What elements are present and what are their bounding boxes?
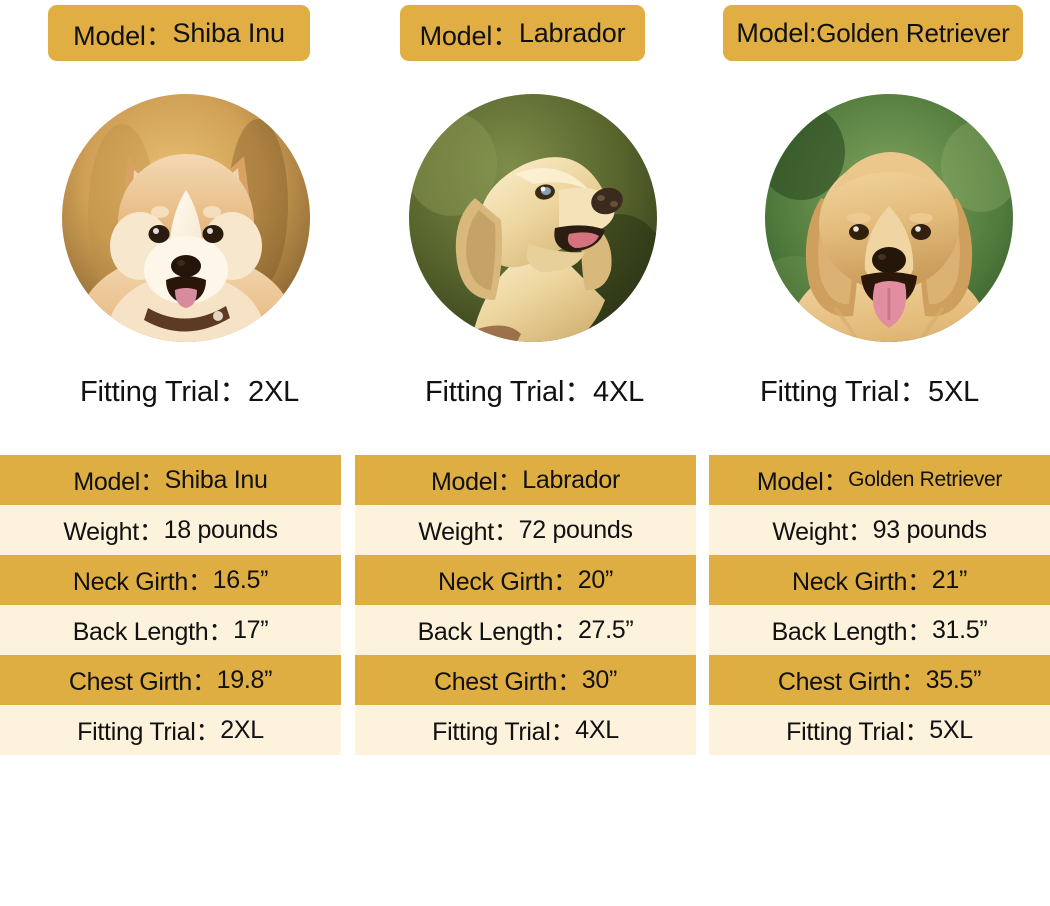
row-value: 19.8” bbox=[216, 665, 273, 694]
row-label: Chest Girth： bbox=[68, 668, 217, 696]
row-label: Back Length： bbox=[771, 618, 933, 646]
table-row: Back Length： 31.5” bbox=[709, 605, 1050, 655]
row-value: Shiba Inu bbox=[164, 465, 268, 494]
spec-table-golden-retriever: Model： Golden Retriever Weight： 93 pound… bbox=[709, 455, 1050, 755]
dog-photo-row bbox=[0, 94, 1050, 346]
row-value: 21” bbox=[931, 565, 968, 594]
table-row: Neck Girth： 16.5” bbox=[0, 555, 341, 605]
row-value: Golden Retriever bbox=[848, 468, 1003, 491]
fitting-trial-caption-shiba-inu: Fitting Trial：2XL bbox=[80, 368, 299, 410]
table-row: Weight： 18 pounds bbox=[0, 505, 341, 555]
row-value: 30” bbox=[581, 665, 618, 694]
table-row: Model： Shiba Inu bbox=[0, 455, 341, 505]
row-label: Chest Girth： bbox=[433, 668, 582, 696]
row-value: 72 pounds bbox=[518, 515, 633, 544]
row-label: Fitting Trial： bbox=[77, 718, 221, 746]
badge-value: Shiba Inu bbox=[172, 17, 285, 48]
caption-value: 2XL bbox=[248, 376, 300, 408]
row-label: Model： bbox=[431, 468, 523, 496]
table-row: Chest Girth： 30” bbox=[355, 655, 696, 705]
table-row: Back Length： 17” bbox=[0, 605, 341, 655]
table-row: Model： Labrador bbox=[355, 455, 696, 505]
row-label: Weight： bbox=[418, 518, 519, 546]
row-label: Neck Girth： bbox=[437, 568, 578, 596]
model-badge-golden-retriever: Model: Golden Retriever bbox=[723, 5, 1023, 61]
table-row: Weight： 93 pounds bbox=[709, 505, 1050, 555]
row-label: Model： bbox=[73, 468, 165, 496]
badge-value: Labrador bbox=[518, 17, 626, 48]
caption-label: Fitting Trial： bbox=[80, 376, 249, 408]
table-row: Fitting Trial： 5XL bbox=[709, 705, 1050, 755]
row-label: Back Length： bbox=[72, 618, 234, 646]
labrador-photo bbox=[409, 94, 657, 342]
table-row: Model： Golden Retriever bbox=[709, 455, 1050, 505]
model-badge-row: Model： Shiba Inu Model： Labrador Model: … bbox=[0, 5, 1050, 61]
row-value: 4XL bbox=[575, 715, 619, 744]
table-row: Neck Girth： 21” bbox=[709, 555, 1050, 605]
row-value: 18 pounds bbox=[163, 515, 278, 544]
table-row: Chest Girth： 19.8” bbox=[0, 655, 341, 705]
row-value: 17” bbox=[233, 615, 269, 644]
badge-label: Model: bbox=[736, 17, 817, 48]
model-badge-shiba-inu: Model： Shiba Inu bbox=[48, 5, 310, 61]
row-label: Fitting Trial： bbox=[786, 718, 930, 746]
fitting-trial-caption-labrador: Fitting Trial：4XL bbox=[425, 368, 644, 410]
table-row: Fitting Trial： 2XL bbox=[0, 705, 341, 755]
row-value: 31.5” bbox=[931, 615, 988, 644]
row-label: Neck Girth： bbox=[72, 568, 213, 596]
badge-label: Model： bbox=[419, 20, 520, 51]
model-badge-labrador: Model： Labrador bbox=[400, 5, 645, 61]
badge-value: Golden Retriever bbox=[816, 17, 1010, 48]
table-row: Fitting Trial： 4XL bbox=[355, 705, 696, 755]
row-label: Chest Girth： bbox=[777, 668, 926, 696]
caption-value: 5XL bbox=[928, 376, 980, 408]
spec-table-labrador: Model： Labrador Weight： 72 pounds Neck G… bbox=[355, 455, 696, 755]
row-value: 5XL bbox=[929, 715, 973, 744]
caption-value: 4XL bbox=[593, 376, 645, 408]
row-value: 27.5” bbox=[577, 615, 634, 644]
fitting-trial-caption-golden-retriever: Fitting Trial：5XL bbox=[760, 368, 979, 410]
row-value: 35.5” bbox=[925, 665, 982, 694]
row-value: 16.5” bbox=[212, 565, 269, 594]
row-value: 2XL bbox=[220, 715, 264, 744]
row-label: Weight： bbox=[63, 518, 164, 546]
shiba-inu-photo bbox=[62, 94, 310, 342]
golden-retriever-photo bbox=[765, 94, 1013, 342]
badge-label: Model： bbox=[73, 20, 173, 51]
row-label: Weight： bbox=[772, 518, 873, 546]
row-label: Neck Girth： bbox=[791, 568, 932, 596]
row-label: Back Length： bbox=[417, 618, 579, 646]
spec-tables: Model： Shiba Inu Weight： 18 pounds Neck … bbox=[0, 455, 1050, 900]
table-row: Chest Girth： 35.5” bbox=[709, 655, 1050, 705]
caption-label: Fitting Trial： bbox=[425, 376, 594, 408]
table-row: Back Length： 27.5” bbox=[355, 605, 696, 655]
row-value: Labrador bbox=[522, 465, 620, 494]
fitting-trial-caption-row: Fitting Trial：2XL Fitting Trial：4XL Fitt… bbox=[0, 368, 1050, 414]
row-label: Fitting Trial： bbox=[432, 718, 576, 746]
spec-table-shiba-inu: Model： Shiba Inu Weight： 18 pounds Neck … bbox=[0, 455, 341, 755]
row-value: 20” bbox=[577, 565, 614, 594]
table-row: Neck Girth： 20” bbox=[355, 555, 696, 605]
caption-label: Fitting Trial： bbox=[760, 376, 929, 408]
table-row: Weight： 72 pounds bbox=[355, 505, 696, 555]
row-value: 93 pounds bbox=[872, 515, 987, 544]
row-label: Model： bbox=[756, 468, 849, 496]
